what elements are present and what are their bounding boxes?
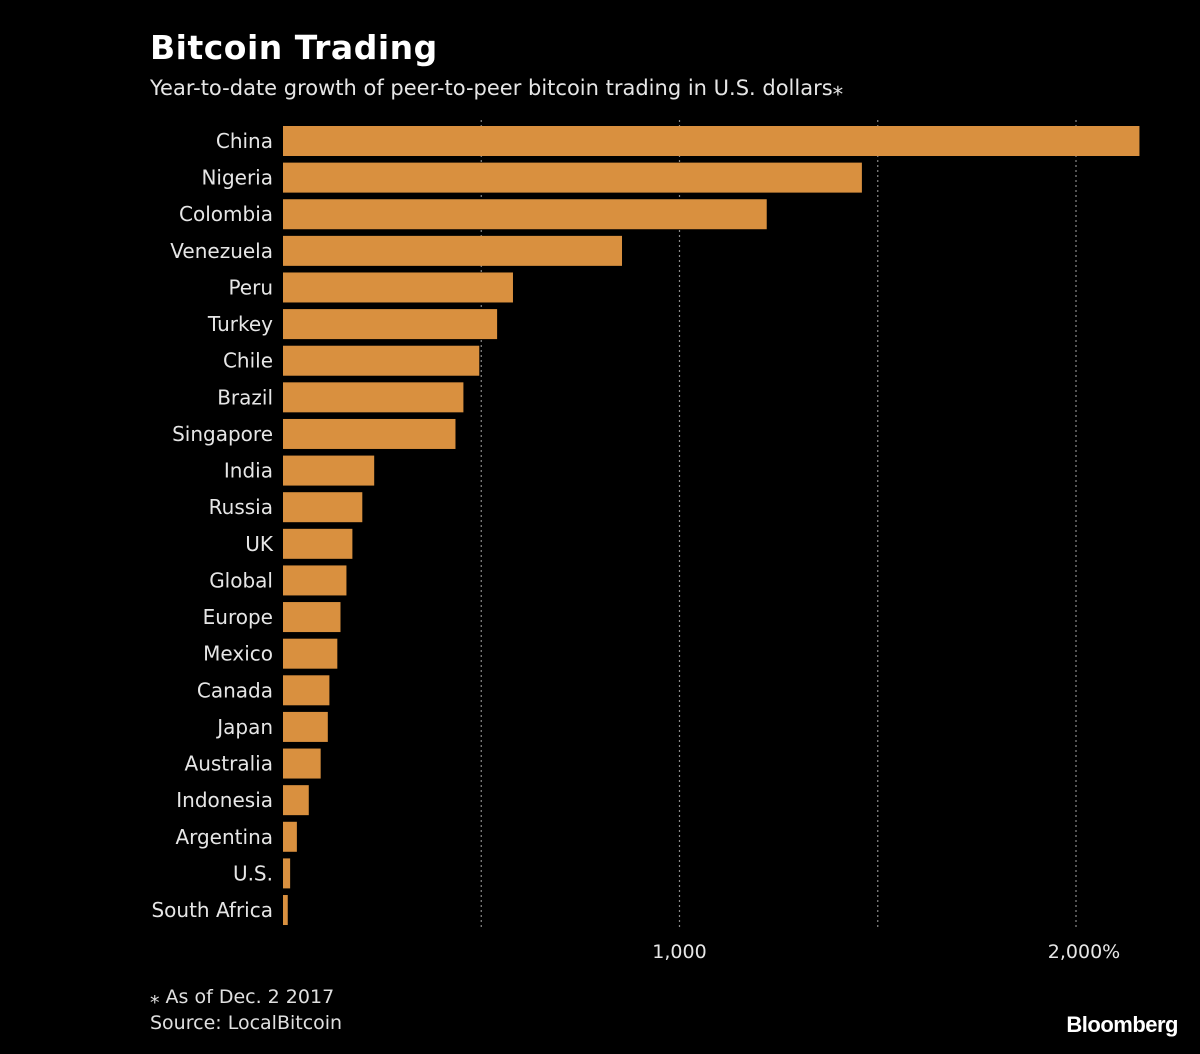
category-label-south-africa: South Africa [151, 898, 273, 922]
category-label-nigeria: Nigeria [201, 166, 273, 190]
category-label-india: India [224, 459, 273, 483]
category-label-russia: Russia [209, 495, 273, 519]
category-label-u-s: U.S. [233, 861, 273, 885]
tick-label-1000: 1,000 [652, 941, 706, 963]
category-label-uk: UK [245, 532, 274, 556]
chart-title: Bitcoin Trading [150, 28, 438, 67]
bar-brazil [283, 382, 464, 413]
category-label-brazil: Brazil [217, 385, 273, 409]
bar-turkey [283, 309, 498, 340]
bar-japan [283, 711, 328, 742]
bar-singapore [283, 418, 456, 449]
bar-europe [283, 602, 341, 633]
bar-south-africa [283, 895, 288, 926]
category-label-canada: Canada [197, 678, 273, 702]
category-label-peru: Peru [228, 275, 273, 299]
tick-label-2000: 2,000% [1048, 941, 1120, 963]
category-label-argentina: Argentina [175, 825, 273, 849]
bar-india [283, 455, 375, 486]
chart-subtitle: Year-to-date growth of peer-to-peer bitc… [150, 76, 844, 100]
bar-colombia [283, 199, 767, 230]
source-note: Source: LocalBitcoin [150, 1012, 343, 1034]
bar-mexico [283, 638, 338, 669]
bar-venezuela [283, 235, 623, 266]
category-label-singapore: Singapore [172, 422, 273, 446]
bar-indonesia [283, 785, 309, 816]
bar-canada [283, 675, 330, 706]
bar-russia [283, 492, 363, 523]
category-label-mexico: Mexico [203, 642, 273, 666]
category-label-global: Global [209, 568, 273, 592]
bar-argentina [283, 821, 297, 852]
bloomberg-logo: Bloomberg [1066, 1012, 1178, 1037]
bar-chile [283, 345, 480, 376]
category-label-colombia: Colombia [179, 202, 273, 226]
bar-australia [283, 748, 321, 779]
category-label-japan: Japan [215, 715, 273, 739]
category-label-australia: Australia [185, 752, 273, 776]
category-label-indonesia: Indonesia [176, 788, 273, 812]
bar-peru [283, 272, 513, 303]
category-label-chile: Chile [223, 349, 273, 373]
category-label-venezuela: Venezuela [170, 239, 273, 263]
bar-chart: China Nigeria Colombia Venezuela Peru Turkey C… [151, 120, 1140, 963]
bar-uk [283, 528, 353, 559]
bar-china [283, 126, 1140, 156]
bar-u-s [283, 858, 291, 889]
bar-nigeria [283, 162, 862, 193]
category-label-europe: Europe [203, 605, 273, 629]
bar-global [283, 565, 347, 596]
category-label-china: China [216, 129, 273, 153]
footnote: ⁎ As of Dec. 2 2017 [150, 986, 335, 1008]
category-label-turkey: Turkey [207, 312, 273, 336]
